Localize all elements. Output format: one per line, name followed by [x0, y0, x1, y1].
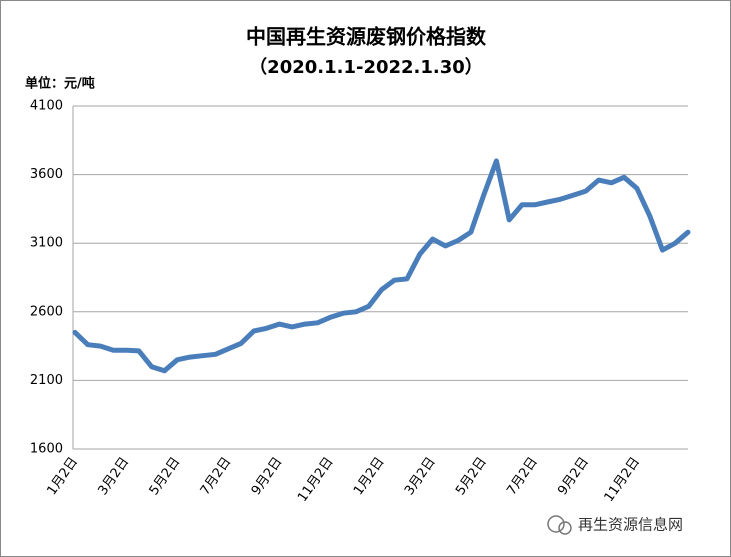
chart-subtitle: （2020.1.1-2022.1.30）: [249, 57, 483, 78]
price-line: [72, 158, 691, 374]
y-tick-label: 3100: [30, 236, 63, 251]
y-tick-label: 1600: [30, 442, 63, 457]
watermark-icon: [547, 515, 572, 535]
y-tick-label: 2100: [30, 373, 63, 388]
watermark: 再生资源信息网: [578, 516, 683, 534]
y-tick-label: 4100: [30, 99, 63, 114]
unit-label: 单位：元/吨: [25, 76, 95, 92]
chart-title: 中国再生资源废钢价格指数: [246, 25, 487, 49]
y-tick-label: 3600: [30, 167, 63, 182]
y-tick-label: 2600: [30, 304, 63, 319]
